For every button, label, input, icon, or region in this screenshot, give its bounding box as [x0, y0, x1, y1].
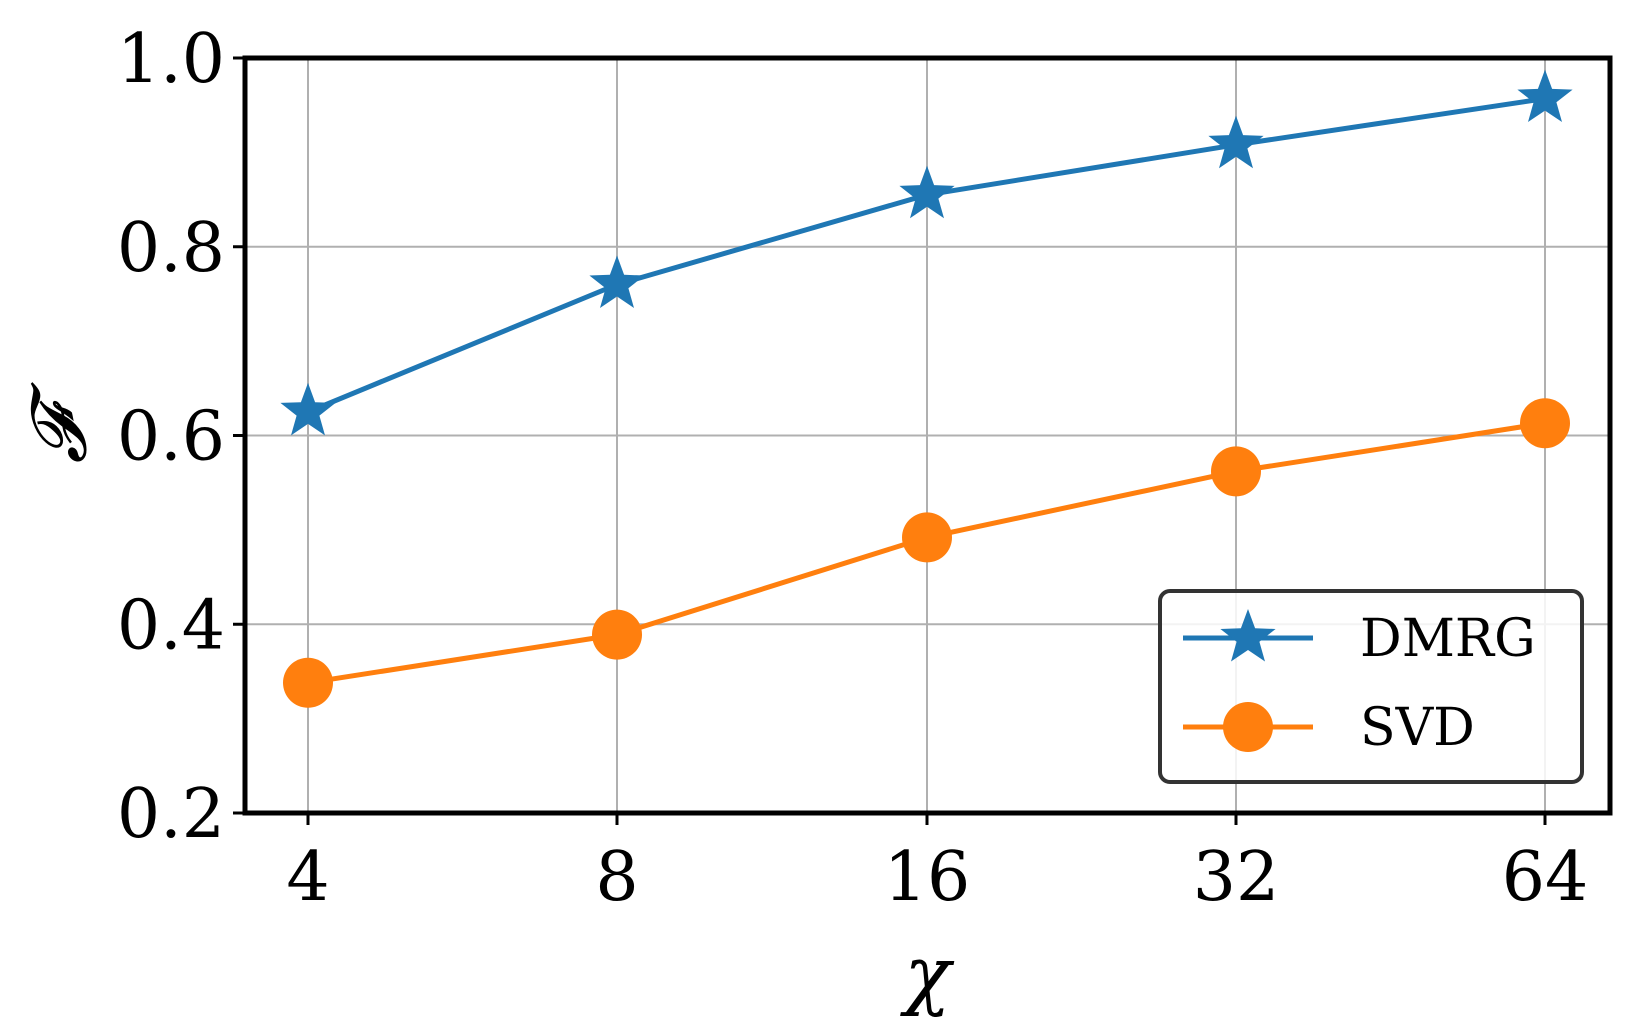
series-svd-point [902, 512, 952, 563]
x-tick-label: 32 [1193, 838, 1280, 917]
legend: DMRG SVD [1158, 589, 1584, 784]
y-tick-label: 0.4 [117, 586, 225, 665]
x-tick-label: 4 [286, 838, 329, 917]
series-svd-point [1211, 446, 1261, 497]
series-layer [280, 69, 1573, 708]
series-svd-point [592, 609, 642, 660]
y-tick-label: 0.2 [117, 775, 225, 854]
y-tick-label: 0.8 [117, 209, 225, 288]
legend-swatch-marker [1220, 609, 1276, 662]
y-axis-label: 𝓕 [14, 382, 103, 464]
series-dmrg-point [1517, 69, 1573, 122]
series-dmrg [280, 69, 1573, 436]
x-tick-label: 64 [1502, 838, 1589, 917]
series-dmrg-point [1208, 115, 1264, 169]
legend-label: DMRG [1360, 609, 1536, 669]
y-tick-label: 1.0 [117, 20, 225, 99]
axis-ticks: 4 8 16 32 64 0.2 0.4 0.6 0.8 1.0 [117, 20, 1588, 917]
series-svd-point [283, 657, 333, 708]
x-tick-label: 16 [884, 838, 971, 917]
legend-item-dmrg: DMRG [1183, 609, 1536, 669]
legend-swatch-marker [1223, 702, 1273, 752]
legend-item-svd: SVD [1183, 698, 1475, 758]
series-svd [283, 398, 1570, 708]
series-dmrg-point [280, 382, 336, 436]
series-dmrg-point [589, 255, 645, 308]
series-dmrg-point [899, 165, 955, 219]
x-axis-label: χ [899, 929, 954, 1018]
x-tick-label: 8 [595, 838, 638, 917]
series-svd-point [1520, 398, 1570, 449]
legend-label: SVD [1360, 698, 1475, 758]
y-tick-label: 0.6 [117, 398, 225, 477]
